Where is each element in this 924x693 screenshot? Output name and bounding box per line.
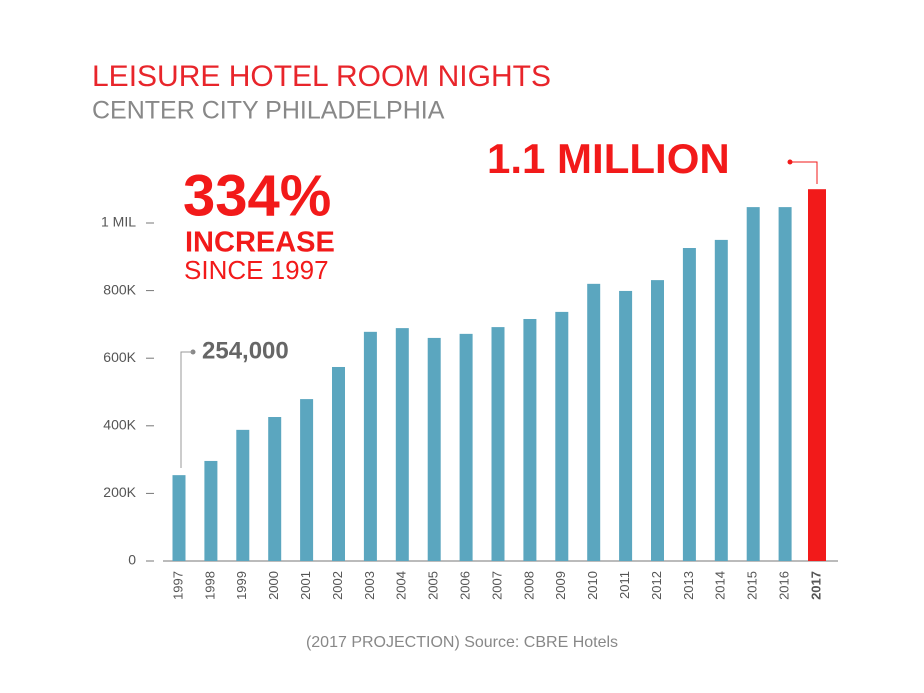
x-tick-label: 2012 <box>649 571 664 600</box>
bar <box>268 417 282 561</box>
bar <box>363 331 377 561</box>
chart-title: LEISURE HOTEL ROOM NIGHTS <box>92 60 551 93</box>
x-tick-label: 2001 <box>298 571 313 600</box>
y-tick-label: 600K <box>103 349 136 365</box>
y-tick-label: 1 MIL <box>101 214 136 230</box>
x-tick-label: 2017 <box>808 571 823 600</box>
increase-percent: 334% <box>183 163 331 228</box>
chart-subtitle: CENTER CITY PHILADELPHIA <box>92 97 445 125</box>
bar <box>459 333 473 561</box>
x-tick-label: 2014 <box>713 571 728 600</box>
start-value-label: 254,000 <box>202 337 289 364</box>
x-tick-label: 1997 <box>170 571 185 600</box>
bar <box>395 328 409 561</box>
footnote: (2017 PROJECTION) Source: CBRE Hotels <box>306 634 618 651</box>
callout-line <box>180 351 193 468</box>
x-tick-label: 2015 <box>745 571 760 600</box>
x-tick-label: 2003 <box>362 571 377 600</box>
y-tick-label: 400K <box>103 417 136 433</box>
x-tick-label: 1998 <box>202 571 217 600</box>
x-tick-label: 2010 <box>585 571 600 600</box>
x-tick-label: 1999 <box>234 571 249 600</box>
bar <box>808 189 826 561</box>
y-tick-label: 200K <box>103 484 136 500</box>
x-tick-label: 2016 <box>777 571 792 600</box>
bar <box>714 239 728 561</box>
bar <box>587 283 601 561</box>
bar <box>236 429 250 561</box>
x-tick-label: 2004 <box>394 571 409 600</box>
bar <box>523 318 537 561</box>
bar <box>172 475 186 561</box>
bar <box>778 207 792 561</box>
bar <box>651 280 664 561</box>
increase-label: INCREASE <box>185 227 335 259</box>
x-tick-label: 2008 <box>521 571 536 600</box>
bar <box>332 366 345 561</box>
x-tick-label: 2011 <box>617 571 632 599</box>
bar <box>555 311 569 561</box>
bar <box>427 337 441 561</box>
bar <box>204 460 218 561</box>
callout-line <box>790 161 818 184</box>
x-tick-label: 2002 <box>330 571 345 600</box>
since-label: SINCE 1997 <box>184 255 329 285</box>
bar <box>746 207 760 561</box>
x-tick-label: 2007 <box>489 571 504 600</box>
bar <box>619 290 633 561</box>
y-tick-label: 800K <box>103 281 136 297</box>
end-value-label: 1.1 MILLION <box>487 135 730 182</box>
x-tick-label: 2005 <box>426 571 441 600</box>
x-tick-label: 2000 <box>266 571 281 600</box>
x-tick-label: 2013 <box>681 571 696 600</box>
x-tick-label: 2006 <box>458 571 473 600</box>
y-tick-label: 0 <box>128 552 136 568</box>
x-tick-label: 2009 <box>553 571 568 600</box>
bar <box>300 399 314 561</box>
bar <box>491 327 505 561</box>
bar <box>682 248 696 561</box>
